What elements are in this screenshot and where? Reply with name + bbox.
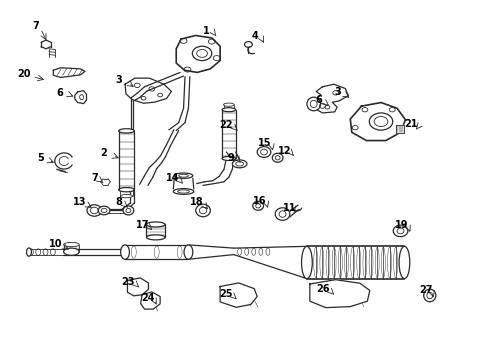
Polygon shape (176, 36, 220, 72)
Text: 6: 6 (57, 88, 63, 98)
Ellipse shape (222, 157, 235, 161)
Ellipse shape (275, 208, 289, 220)
Polygon shape (312, 84, 347, 113)
Polygon shape (141, 292, 160, 309)
Circle shape (98, 206, 110, 215)
Ellipse shape (195, 204, 210, 217)
Ellipse shape (63, 242, 79, 247)
Text: 22: 22 (219, 121, 232, 130)
Ellipse shape (121, 245, 129, 259)
Ellipse shape (252, 201, 263, 210)
Text: 9: 9 (227, 153, 234, 163)
Text: 6: 6 (315, 95, 321, 105)
Polygon shape (127, 278, 148, 296)
Polygon shape (220, 283, 257, 307)
Ellipse shape (306, 97, 320, 111)
Ellipse shape (87, 205, 102, 216)
Ellipse shape (183, 245, 192, 259)
Text: 16: 16 (253, 196, 266, 206)
Text: 7: 7 (91, 173, 98, 183)
Ellipse shape (119, 188, 134, 192)
Text: 2: 2 (101, 148, 107, 158)
Text: 4: 4 (251, 31, 258, 41)
Ellipse shape (146, 235, 164, 240)
Ellipse shape (123, 206, 134, 215)
Text: 26: 26 (316, 284, 329, 294)
Ellipse shape (146, 222, 164, 227)
Ellipse shape (222, 108, 235, 112)
Text: 7: 7 (32, 21, 39, 31)
Ellipse shape (398, 246, 409, 279)
Ellipse shape (119, 129, 134, 133)
Ellipse shape (257, 147, 270, 157)
Ellipse shape (120, 194, 132, 198)
Text: 21: 21 (404, 120, 417, 129)
Text: 15: 15 (258, 139, 271, 148)
Text: 10: 10 (48, 239, 62, 249)
Text: 11: 11 (282, 203, 296, 213)
Ellipse shape (63, 248, 79, 255)
Polygon shape (395, 125, 403, 134)
Text: 19: 19 (394, 220, 407, 230)
Ellipse shape (174, 173, 192, 179)
Text: 12: 12 (277, 145, 291, 156)
Polygon shape (125, 78, 171, 103)
Ellipse shape (223, 103, 234, 106)
Polygon shape (53, 68, 85, 77)
Ellipse shape (272, 153, 283, 162)
Text: 27: 27 (418, 285, 432, 296)
Polygon shape (309, 280, 369, 308)
Text: 3: 3 (115, 75, 122, 85)
Ellipse shape (301, 246, 312, 279)
Text: 25: 25 (219, 289, 232, 299)
Polygon shape (349, 103, 405, 140)
Ellipse shape (173, 189, 193, 194)
Text: 20: 20 (17, 69, 31, 79)
Ellipse shape (232, 160, 246, 168)
Ellipse shape (26, 248, 31, 256)
Text: 18: 18 (189, 197, 203, 207)
Ellipse shape (392, 225, 407, 237)
Text: 24: 24 (141, 293, 154, 303)
Text: 13: 13 (73, 197, 86, 207)
Text: 23: 23 (122, 277, 135, 287)
Ellipse shape (423, 289, 435, 302)
Text: 8: 8 (115, 197, 122, 207)
Text: 3: 3 (334, 87, 341, 97)
Text: 14: 14 (165, 173, 179, 183)
Text: 17: 17 (136, 220, 149, 230)
Polygon shape (75, 91, 86, 104)
Text: 5: 5 (37, 153, 44, 163)
Text: 1: 1 (203, 26, 209, 36)
